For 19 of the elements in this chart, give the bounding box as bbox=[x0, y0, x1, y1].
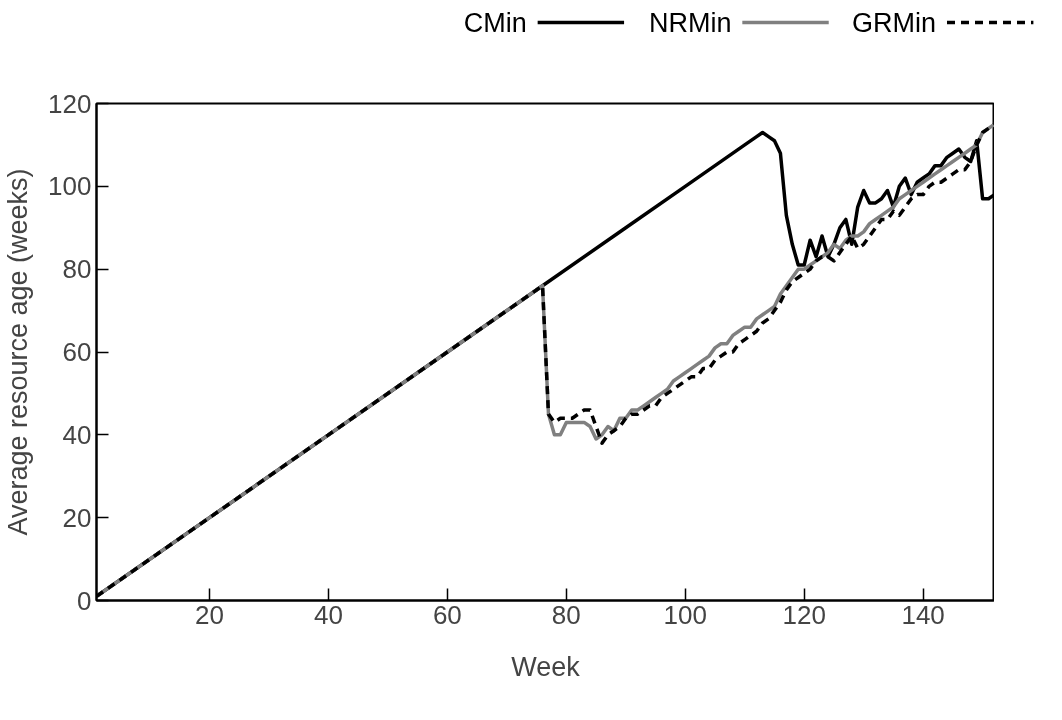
y-tick-label: 40 bbox=[62, 419, 92, 450]
y-tick-label: 120 bbox=[48, 88, 92, 119]
x-tick-label: 40 bbox=[313, 599, 343, 630]
y-tick-label: 0 bbox=[77, 585, 92, 616]
x-tick-label: 20 bbox=[195, 599, 224, 630]
x-tick-label: 60 bbox=[432, 599, 462, 630]
y-axis-title: Average resource age (weeks) bbox=[3, 168, 34, 536]
x-tick-label: 140 bbox=[901, 599, 945, 630]
x-tick-label: 80 bbox=[551, 599, 581, 630]
x-tick-label: 120 bbox=[782, 599, 826, 630]
y-tick-label: 100 bbox=[48, 171, 92, 202]
legend-label: GRMin bbox=[852, 7, 937, 38]
x-axis-title: Week bbox=[511, 651, 581, 682]
y-tick-label: 80 bbox=[62, 254, 92, 285]
x-tick-label: 100 bbox=[663, 599, 707, 630]
legend-label: CMin bbox=[463, 7, 527, 38]
y-tick-label: 60 bbox=[62, 337, 92, 367]
legend-label: NRMin bbox=[648, 7, 732, 38]
y-tick-label: 20 bbox=[62, 502, 92, 533]
